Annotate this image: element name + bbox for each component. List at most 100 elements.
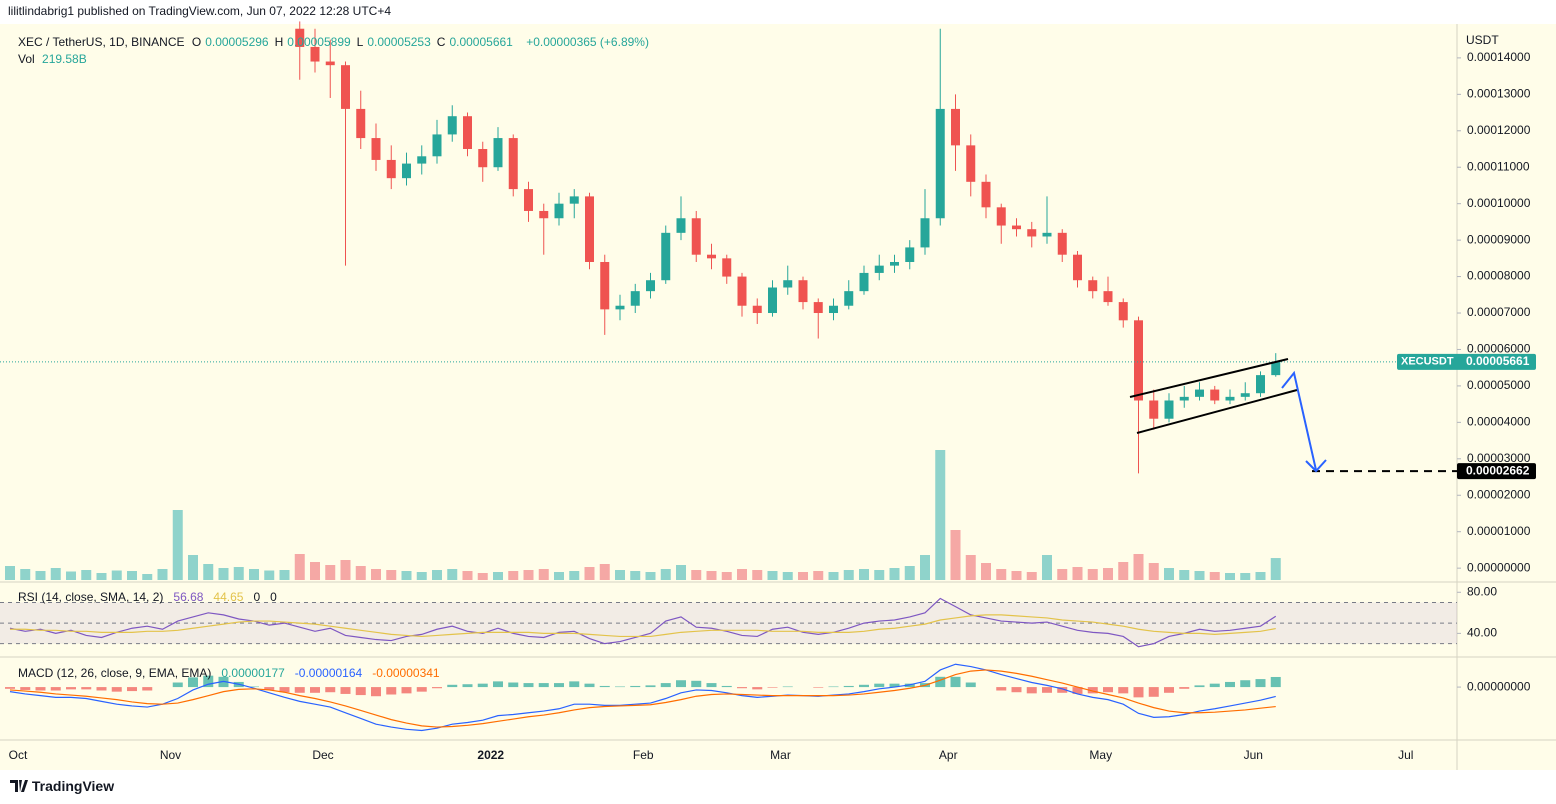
macd-histogram-bar (691, 680, 702, 688)
macd-histogram-bar (279, 687, 290, 693)
volume-bar (157, 569, 168, 580)
macd-histogram-bar (554, 683, 564, 688)
volume-bar (188, 555, 198, 580)
volume-bar (218, 568, 229, 580)
brand: TradingView (31, 778, 115, 794)
macd-histogram-bar (996, 687, 1007, 691)
drawings (1129, 358, 1327, 473)
candle-body (432, 134, 442, 157)
volume-bar (1042, 555, 1052, 580)
candle-body (813, 302, 823, 314)
volume-bar (981, 563, 991, 580)
volume-bar (416, 572, 427, 580)
volume-bar (462, 571, 473, 580)
volume-bar (630, 571, 641, 580)
volume-bar (142, 574, 153, 580)
y-tick-label: 0.00001000 (1467, 524, 1531, 538)
candle-body (1179, 396, 1189, 401)
macd-histogram-bar (172, 682, 183, 688)
macd-histogram-bar (1042, 687, 1052, 693)
candle-body (508, 138, 518, 190)
volume-bar (721, 572, 732, 580)
rsi-line (10, 614, 1276, 638)
macd-name: MACD (12, 26, close, 9, EMA, EMA) (18, 666, 212, 680)
volume-bar (1011, 571, 1022, 580)
macd-histogram-bar (676, 680, 686, 688)
macd-value: 0.00000177 (221, 666, 285, 680)
macd-histogram-bar (859, 684, 869, 688)
candle-body (707, 254, 716, 259)
macd-histogram-bar (1270, 676, 1281, 688)
volume-bar (50, 568, 61, 580)
chart-background (0, 24, 1556, 770)
rsi-tick-label: 40.00 (1467, 626, 1497, 640)
volume-bar (355, 566, 366, 580)
volume-bar (1240, 573, 1251, 580)
macd-histogram-bar (96, 687, 107, 691)
y-tick-label: 0.00008000 (1467, 269, 1531, 283)
macd-histogram-bar (1103, 687, 1113, 693)
volume-bar (645, 572, 656, 580)
macd-histogram-bar (111, 687, 122, 692)
volume-bar (1118, 562, 1129, 580)
macd-histogram-bar (782, 686, 793, 688)
volume-bar (935, 450, 946, 580)
macd-histogram-bar (416, 687, 427, 692)
rsi-values: 56.68 44.65 0 0 (167, 590, 280, 604)
candle-body (1195, 389, 1204, 397)
volume-bar (1164, 568, 1174, 580)
candle-body (341, 65, 350, 109)
y-tick-label: 0.00003000 (1467, 451, 1531, 465)
macd-histogram-bar (584, 683, 595, 688)
candle-body (981, 181, 991, 208)
macd-histogram-bar (660, 683, 671, 688)
symbol: XEC / TetherUS, 1D, BINANCE (18, 35, 185, 49)
macd-histogram-bar (127, 687, 137, 692)
macd-histogram-bar (965, 682, 976, 688)
last-price-tag (1397, 353, 1536, 370)
y-tick-label: 0.00000000 (1467, 560, 1531, 574)
candle-body (417, 156, 427, 164)
volume-value: 219.58B (42, 52, 87, 66)
macd-histogram-bar (813, 687, 824, 688)
candle-body (1210, 389, 1220, 401)
candle-body (615, 305, 625, 310)
candle-body (447, 116, 457, 135)
macd-histogram-bar (615, 686, 625, 688)
ohlc-value: 0.00005899 (287, 35, 351, 49)
candle-body (554, 203, 564, 219)
volume-bar (584, 567, 595, 580)
volume-bar (294, 554, 305, 580)
macd-histogram-bar (843, 685, 854, 688)
macd-histogram-bar (462, 684, 473, 688)
volume-bar (111, 570, 122, 580)
y-tick-label: 0.00013000 (1467, 87, 1531, 101)
macd-histogram-bar (1011, 687, 1022, 693)
y-tick-label: 0.00011000 (1467, 159, 1530, 173)
rsi-tick-label: 80.00 (1467, 584, 1497, 598)
macd-histogram-bar (1179, 687, 1190, 689)
volume-legend: Vol 219.58B (18, 52, 91, 66)
macd-value: -0.00000341 (372, 666, 440, 680)
rsi-legend: RSI (14, close, SMA, 14, 2) 56.68 44.65 0 0 (18, 590, 285, 604)
y-tick-label: 0.00006000 (1467, 342, 1531, 356)
y-tick-label: 0.00009000 (1467, 232, 1531, 246)
x-tick-label: Apr (939, 748, 958, 762)
volume-bar (386, 570, 397, 580)
volume-bar (1133, 554, 1144, 580)
candle-body (1118, 302, 1128, 321)
x-tick-label: Oct (9, 748, 28, 762)
macd-histogram-bar (66, 687, 76, 690)
volume-bar (859, 569, 869, 580)
volume-bar (1057, 569, 1068, 580)
macd-histogram-bar (1133, 687, 1144, 698)
rsi-line (9, 597, 1277, 648)
candle-body (676, 218, 686, 233)
macd-histogram-bar (752, 687, 763, 690)
volume-bar (264, 570, 275, 580)
macd-histogram-bar (249, 686, 259, 688)
x-tick-label: Dec (312, 748, 333, 762)
ohlc-value: 0.00005296 (205, 35, 269, 49)
volume-bar (737, 569, 747, 580)
macd-tick-label: 0.00000000 (1467, 679, 1531, 693)
